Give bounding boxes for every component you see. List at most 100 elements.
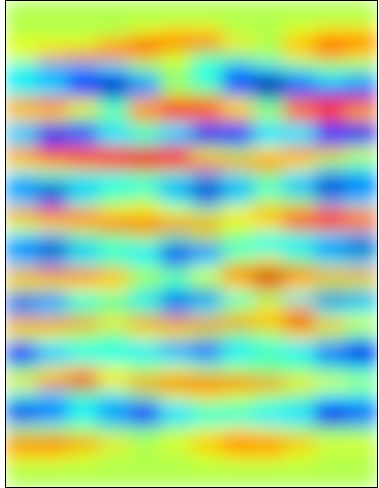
heatmap-cell bbox=[284, 414, 316, 427]
heatmap-cell bbox=[160, 280, 192, 293]
heatmap-cell bbox=[67, 450, 99, 463]
heatmap-cell bbox=[36, 450, 68, 463]
heatmap-cell bbox=[129, 304, 161, 317]
heatmap-cell bbox=[253, 426, 285, 439]
heatmap-cell bbox=[315, 86, 347, 99]
heatmap-cell bbox=[6, 438, 37, 451]
heatmap-cell bbox=[36, 341, 68, 354]
heatmap-cell bbox=[346, 49, 377, 62]
heatmap-cell bbox=[222, 122, 254, 135]
heatmap-cell bbox=[67, 244, 99, 257]
heatmap-cell bbox=[253, 110, 285, 123]
heatmap-cell bbox=[253, 171, 285, 184]
heatmap-cell bbox=[284, 195, 316, 208]
heatmap-cell bbox=[253, 1, 285, 14]
heatmap-cell bbox=[315, 25, 347, 38]
heatmap-cell bbox=[346, 268, 377, 281]
heatmap-cell bbox=[98, 292, 130, 305]
heatmap-cell bbox=[284, 158, 316, 171]
heatmap-cell bbox=[160, 231, 192, 244]
heatmap-cell bbox=[222, 280, 254, 293]
heatmap-cell bbox=[129, 86, 161, 99]
heatmap-cell bbox=[191, 146, 223, 159]
heatmap-cell bbox=[315, 158, 347, 171]
heatmap-cell bbox=[253, 401, 285, 414]
heatmap-cell bbox=[160, 377, 192, 390]
heatmap-cell bbox=[284, 171, 316, 184]
heatmap-cell bbox=[67, 341, 99, 354]
heatmap-cell bbox=[284, 280, 316, 293]
heatmap-cell bbox=[98, 401, 130, 414]
heatmap-cell bbox=[253, 438, 285, 451]
heatmap-cell bbox=[129, 316, 161, 329]
heatmap-cell bbox=[6, 49, 37, 62]
heatmap-cell bbox=[191, 329, 223, 342]
heatmap-cell bbox=[67, 13, 99, 26]
heatmap-cell bbox=[36, 1, 68, 14]
heatmap-cell bbox=[222, 110, 254, 123]
heatmap-cell bbox=[98, 329, 130, 342]
heatmap-cell bbox=[191, 231, 223, 244]
heatmap-cell bbox=[98, 316, 130, 329]
heatmap-cell bbox=[253, 365, 285, 378]
heatmap-cell bbox=[36, 292, 68, 305]
heatmap-cell bbox=[284, 134, 316, 147]
heatmap-cell bbox=[129, 37, 161, 50]
heatmap-cell bbox=[98, 134, 130, 147]
heatmap-cell bbox=[98, 244, 130, 257]
heatmap-cell bbox=[222, 389, 254, 402]
heatmap-cell bbox=[253, 462, 285, 475]
heatmap-cell bbox=[284, 98, 316, 111]
heatmap-cell bbox=[36, 256, 68, 269]
heatmap-cell bbox=[284, 146, 316, 159]
heatmap-cell bbox=[160, 353, 192, 366]
heatmap-cell bbox=[191, 438, 223, 451]
heatmap-cell bbox=[222, 183, 254, 196]
heatmap-cell bbox=[253, 316, 285, 329]
heatmap-cell bbox=[160, 401, 192, 414]
heatmap-cell bbox=[67, 389, 99, 402]
heatmap-cell bbox=[67, 86, 99, 99]
heatmap-cell bbox=[98, 207, 130, 220]
heatmap-cell bbox=[129, 280, 161, 293]
heatmap-cell bbox=[222, 438, 254, 451]
heatmap-cell bbox=[6, 353, 37, 366]
heatmap-cell bbox=[191, 13, 223, 26]
heatmap-cell bbox=[222, 365, 254, 378]
heatmap-cell bbox=[67, 37, 99, 50]
heatmap-cell bbox=[315, 244, 347, 257]
heatmap-cell bbox=[284, 110, 316, 123]
heatmap-cell bbox=[315, 304, 347, 317]
heatmap-cell bbox=[67, 401, 99, 414]
heatmap-cell bbox=[67, 110, 99, 123]
heatmap-cell bbox=[253, 219, 285, 232]
heatmap-cell bbox=[284, 450, 316, 463]
heatmap-cell bbox=[346, 426, 377, 439]
heatmap-cell bbox=[191, 110, 223, 123]
heatmap-cell bbox=[129, 353, 161, 366]
heatmap-cell bbox=[315, 353, 347, 366]
heatmap-cell bbox=[6, 98, 37, 111]
heatmap-cell bbox=[98, 171, 130, 184]
heatmap-cell bbox=[98, 1, 130, 14]
heatmap-cell bbox=[67, 146, 99, 159]
heatmap-cell bbox=[67, 61, 99, 74]
heatmap-cell bbox=[253, 25, 285, 38]
heatmap-cell bbox=[222, 414, 254, 427]
heatmap-cell bbox=[346, 462, 377, 475]
heatmap-cell bbox=[253, 280, 285, 293]
heatmap-cell bbox=[160, 244, 192, 257]
heatmap-cell bbox=[36, 37, 68, 50]
heatmap-cell bbox=[67, 25, 99, 38]
heatmap-cell bbox=[6, 134, 37, 147]
heatmap-cell bbox=[315, 98, 347, 111]
heatmap-cell bbox=[6, 219, 37, 232]
heatmap-cell bbox=[160, 414, 192, 427]
heatmap-cell bbox=[67, 474, 99, 487]
heatmap-cell bbox=[6, 365, 37, 378]
heatmap-cell bbox=[191, 414, 223, 427]
heatmap-cell bbox=[6, 280, 37, 293]
heatmap-cell bbox=[191, 195, 223, 208]
heatmap-cell bbox=[36, 73, 68, 86]
heatmap-cell bbox=[253, 268, 285, 281]
